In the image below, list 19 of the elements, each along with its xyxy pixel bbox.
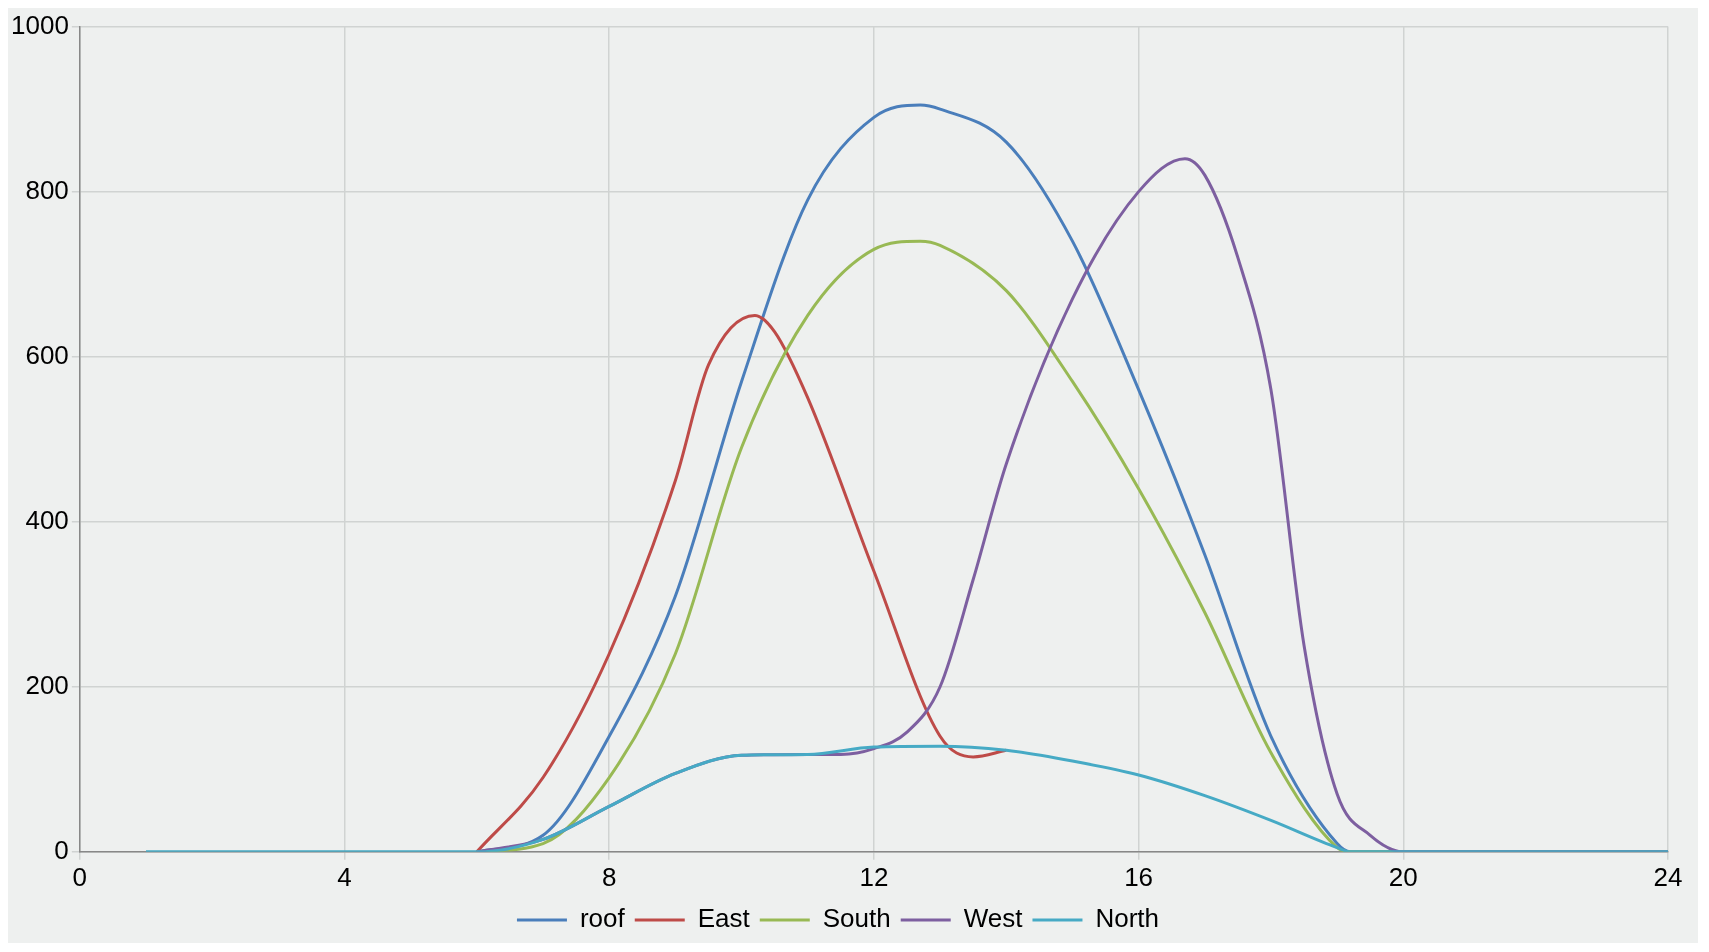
line-series [144,744,1668,852]
y-tick-label: 400 [25,504,69,535]
legend-label: North [1095,903,1160,934]
x-tick-label: 4 [337,861,352,892]
y-tick-label: 800 [25,174,69,205]
x-tick-label: 24 [1653,861,1683,892]
x-tick-label: 8 [601,861,617,892]
y-tick-label: 0 [54,834,69,865]
x-tick-label: 16 [1124,861,1154,892]
legend-label: South [822,903,891,934]
x-tick-label: 12 [859,861,889,892]
y-tick-label: 200 [25,669,69,700]
x-tick-label: 0 [72,861,88,892]
legend-label: East [697,903,751,934]
x-tick-label: 20 [1388,861,1418,892]
legend-label: roof [579,903,626,934]
y-tick-label: 1000 [11,9,69,40]
y-tick-label: 600 [25,339,69,370]
legend-label: West [963,903,1024,934]
